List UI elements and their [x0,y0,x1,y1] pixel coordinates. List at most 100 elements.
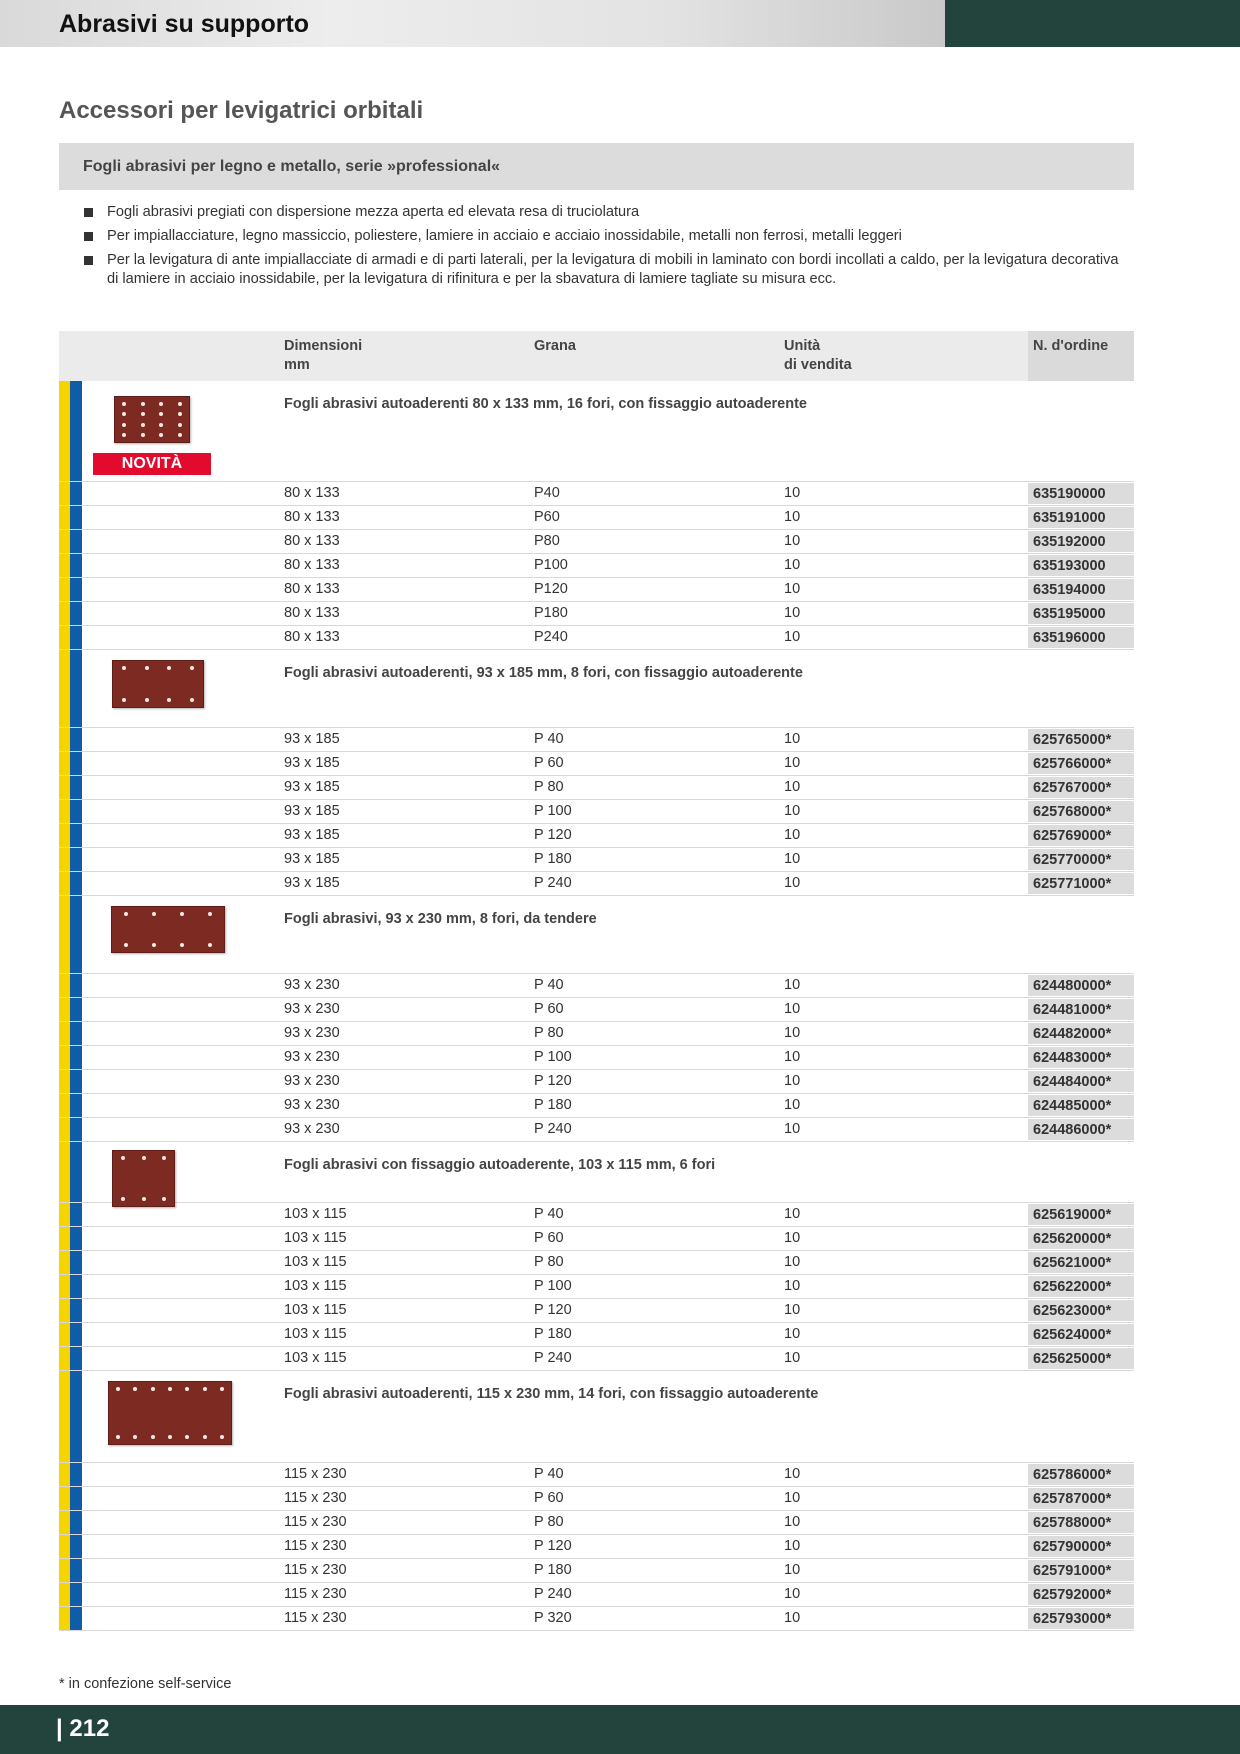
cell-grit: P 100 [534,1049,572,1065]
table-row: 103 x 115 P 100 10 625622000* [59,1275,1134,1299]
yellow-stripe [59,381,70,650]
blue-stripe [70,650,82,896]
sheet-hole [144,666,149,670]
cell-grit: P40 [534,485,560,501]
cell-dimensions: 80 x 133 [284,509,340,525]
sheet-hole [121,1156,126,1160]
cell-sales-unit: 10 [784,755,801,771]
cell-sales-unit: 10 [784,1586,801,1602]
footer-bar [0,1705,1240,1754]
table-row: 93 x 185 P 180 10 625770000* [59,848,1134,872]
cell-sales-unit: 10 [784,485,801,501]
cell-sales-unit: 10 [784,1278,801,1294]
sheet-hole [161,1156,166,1160]
sheet-hole [140,402,145,406]
cell-sales-unit: 10 [784,1025,801,1041]
cell-order-number: 625619000* [1028,1204,1134,1225]
cell-sales-unit: 10 [784,731,801,747]
feature-item: Per impiallacciature, legno massiccio, p… [83,227,1128,246]
yellow-stripe [59,1371,70,1631]
table-row: 93 x 230 P 40 10 624480000* [59,974,1134,998]
cell-dimensions: 80 x 133 [284,581,340,597]
cell-grit: P 80 [534,1514,564,1530]
sheet-hole [115,1435,120,1439]
sandpaper-sheet-image [112,1150,175,1207]
cell-sales-unit: 10 [784,581,801,597]
sheet-hole [185,1435,190,1439]
section-title: Fogli abrasivi autoaderenti 80 x 133 mm,… [284,396,807,412]
table-row: 80 x 133 P40 10 635190000 [59,482,1134,506]
cell-dimensions: 93 x 185 [284,755,340,771]
cell-dimensions: 93 x 185 [284,851,340,867]
feature-item: Fogli abrasivi pregiati con dispersione … [83,203,1128,222]
cell-grit: P 120 [534,827,572,843]
cell-grit: P 40 [534,1206,564,1222]
table-row: 93 x 185 P 100 10 625768000* [59,800,1134,824]
blue-stripe [70,896,82,1142]
table-row: 103 x 115 P 120 10 625623000* [59,1299,1134,1323]
sheet-hole [122,412,127,417]
page-title: Accessori per levigatrici orbitali [59,97,424,124]
table-row: 93 x 230 P 240 10 624486000* [59,1118,1134,1142]
cell-dimensions: 80 x 133 [284,533,340,549]
sheet-hole [122,698,127,702]
cell-grit: P 240 [534,875,572,891]
cell-sales-unit: 10 [784,605,801,621]
yellow-stripe [59,1142,70,1371]
cell-order-number: 635195000 [1028,603,1134,624]
cell-sales-unit: 10 [784,1001,801,1017]
bullet-square-icon [84,232,93,241]
sandpaper-sheet-image [114,396,190,443]
sheet-hole [180,943,184,947]
sheet-hole [115,1387,120,1391]
header-grit: Grana [534,338,576,354]
cell-grit: P 180 [534,851,572,867]
cell-order-number: 625766000* [1028,753,1134,774]
cell-grit: P240 [534,629,568,645]
sheet-hole [189,698,194,702]
cell-grit: P 320 [534,1610,572,1626]
cell-sales-unit: 10 [784,1466,801,1482]
cell-grit: P 240 [534,1586,572,1602]
product-section: Fogli abrasivi autoaderenti 80 x 133 mm,… [59,381,1134,650]
cell-dimensions: 115 x 230 [284,1490,347,1506]
cell-dimensions: 93 x 230 [284,977,340,993]
cell-grit: P 40 [534,1466,564,1482]
header-sales-unit: Unità di vendita [784,338,852,373]
table-row: 93 x 185 P 60 10 625766000* [59,752,1134,776]
cell-order-number: 635191000 [1028,507,1134,528]
cell-sales-unit: 10 [784,779,801,795]
cell-dimensions: 93 x 230 [284,1025,340,1041]
cell-dimensions: 93 x 230 [284,1121,340,1137]
cell-sales-unit: 10 [784,803,801,819]
cell-sales-unit: 10 [784,1562,801,1578]
sheet-hole [122,433,127,437]
product-section: Fogli abrasivi con fissaggio autoaderent… [59,1142,1134,1371]
cell-grit: P 120 [534,1073,572,1089]
cell-dimensions: 93 x 230 [284,1001,340,1017]
sheet-hole [159,433,164,437]
cell-order-number: 625787000* [1028,1488,1134,1509]
cell-sales-unit: 10 [784,1302,801,1318]
cell-dimensions: 115 x 230 [284,1610,347,1626]
cell-grit: P 180 [534,1097,572,1113]
cell-dimensions: 115 x 230 [284,1562,347,1578]
cell-dimensions: 115 x 230 [284,1538,347,1554]
cell-sales-unit: 10 [784,977,801,993]
cell-sales-unit: 10 [784,1121,801,1137]
sheet-hole [161,1197,166,1201]
cell-sales-unit: 10 [784,827,801,843]
sheet-hole [141,1156,146,1160]
cell-order-number: 625624000* [1028,1324,1134,1345]
cell-sales-unit: 10 [784,557,801,573]
cell-dimensions: 93 x 185 [284,803,340,819]
section-header: Fogli abrasivi autoaderenti, 93 x 185 mm… [59,650,1134,728]
cell-grit: P 240 [534,1350,572,1366]
table-row: 103 x 115 P 180 10 625624000* [59,1323,1134,1347]
cell-sales-unit: 10 [784,875,801,891]
cell-grit: P60 [534,509,560,525]
cell-dimensions: 103 x 115 [284,1254,347,1270]
cell-order-number: 635192000 [1028,531,1134,552]
table-row: 115 x 230 P 180 10 625791000* [59,1559,1134,1583]
subtitle: Fogli abrasivi per legno e metallo, seri… [83,158,501,175]
